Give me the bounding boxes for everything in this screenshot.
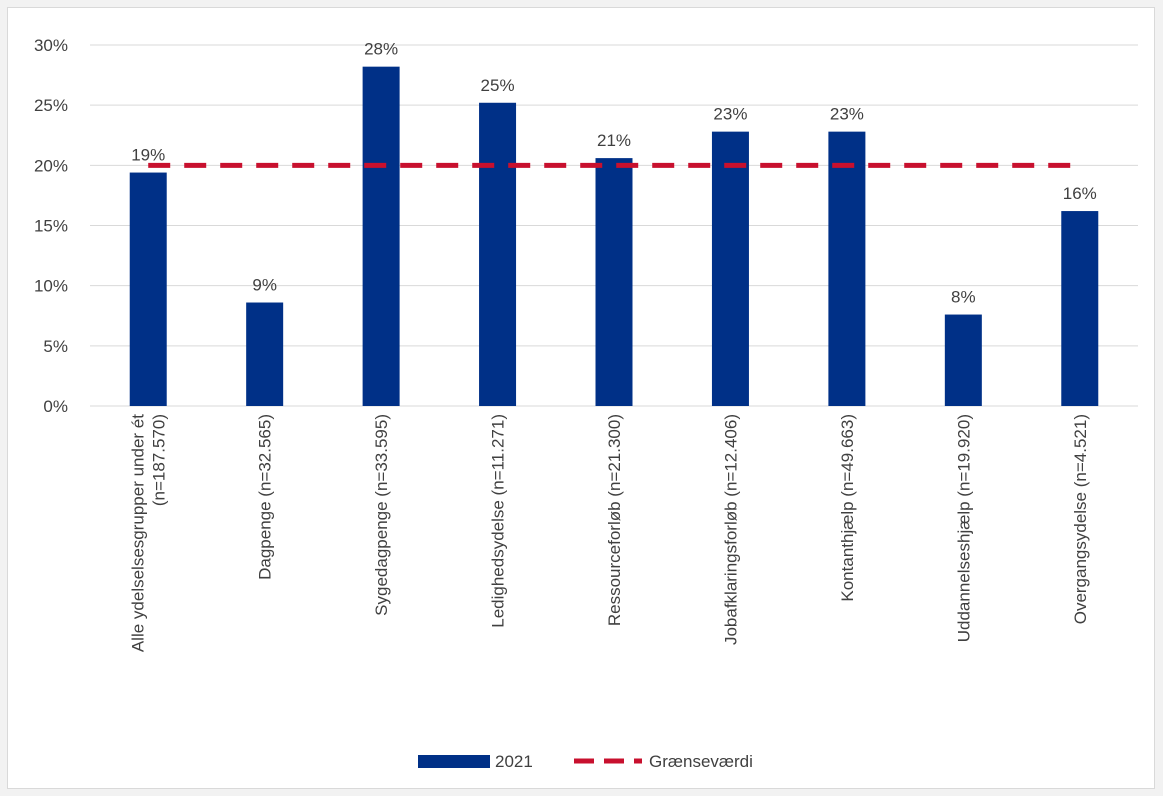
bar-value-label: 16% bbox=[1063, 184, 1097, 203]
category-label-line: Jobafklaringsforløb (n=12.406) bbox=[721, 414, 740, 645]
category-label: Ressourceforløb (n=21.300) bbox=[605, 414, 624, 626]
bar-value-label: 25% bbox=[481, 76, 515, 95]
category-label: Ledighedsydelse (n=11.271) bbox=[489, 414, 508, 628]
bar-value-label: 23% bbox=[713, 105, 747, 124]
bar bbox=[246, 302, 284, 406]
bar bbox=[944, 314, 982, 406]
legend-label-bar: 2021 bbox=[495, 752, 533, 771]
y-axis-ticks: 0% 5% 10% 15% 20% 25% 30% bbox=[34, 36, 68, 416]
legend-label-line: Grænseværdi bbox=[649, 752, 753, 771]
bar bbox=[1061, 211, 1099, 406]
category-label: Alle ydelselsesgrupper under ét (n=187.57… bbox=[129, 414, 169, 652]
chart-frame: 0% 5% 10% 15% 20% 25% 30% 19% 9% 28% 25% 21% 23% 23%… bbox=[7, 7, 1155, 789]
category-label-line: Dagpenge (n=32.565) bbox=[256, 414, 275, 580]
bar bbox=[129, 172, 167, 406]
category-label-line: Ledighedsydelse (n=11.271) bbox=[489, 414, 508, 628]
bar-value-label: 19% bbox=[131, 146, 165, 165]
x-axis-categories: Alle ydelselsesgrupper under ét (n=187.57… bbox=[129, 414, 1090, 652]
y-tick-label: 15% bbox=[34, 217, 68, 236]
bar bbox=[362, 66, 400, 406]
category-label-line: Uddannelseshjælp (n=19.920) bbox=[954, 414, 973, 642]
legend: 2021 Grænseværdi bbox=[418, 752, 753, 771]
category-label: Jobafklaringsforløb (n=12.406) bbox=[721, 414, 740, 645]
bar-series bbox=[129, 66, 1099, 406]
bar-value-label: 28% bbox=[364, 40, 398, 59]
y-tick-label: 20% bbox=[34, 156, 68, 175]
category-label-line: (n=187.570) bbox=[150, 414, 169, 506]
bar bbox=[828, 131, 866, 406]
y-tick-label: 0% bbox=[43, 397, 68, 416]
category-label-line: Kontanthjælp (n=49.663) bbox=[838, 414, 857, 602]
category-label: Overgangsydelse (n=4.521) bbox=[1071, 414, 1090, 624]
data-labels: 19% 9% 28% 25% 21% 23% 23% 8% 16% bbox=[131, 40, 1097, 307]
category-label: Uddannelseshjælp (n=19.920) bbox=[954, 414, 973, 642]
category-label-line: Alle ydelselsesgrupper under ét bbox=[129, 414, 148, 652]
bar-value-label: 21% bbox=[597, 131, 631, 150]
category-label-line: Sygedagpenge (n=33.595) bbox=[372, 414, 391, 616]
category-label-line: Overgangsydelse (n=4.521) bbox=[1071, 414, 1090, 624]
category-label: Kontanthjælp (n=49.663) bbox=[838, 414, 857, 602]
legend-swatch-bar bbox=[418, 755, 490, 768]
category-label: Dagpenge (n=32.565) bbox=[256, 414, 275, 580]
category-label: Sygedagpenge (n=33.595) bbox=[372, 414, 391, 616]
y-tick-label: 25% bbox=[34, 96, 68, 115]
y-tick-label: 30% bbox=[34, 36, 68, 55]
bar bbox=[711, 131, 749, 406]
bar-value-label: 9% bbox=[252, 276, 277, 295]
bar bbox=[595, 158, 633, 406]
bar-value-label: 8% bbox=[951, 288, 976, 307]
category-label-line: Ressourceforløb (n=21.300) bbox=[605, 414, 624, 626]
y-tick-label: 5% bbox=[43, 337, 68, 356]
bar-chart: 0% 5% 10% 15% 20% 25% 30% 19% 9% 28% 25% 21% 23% 23%… bbox=[34, 36, 1138, 771]
y-tick-label: 10% bbox=[34, 277, 68, 296]
bar-value-label: 23% bbox=[830, 105, 864, 124]
bar bbox=[479, 102, 517, 406]
